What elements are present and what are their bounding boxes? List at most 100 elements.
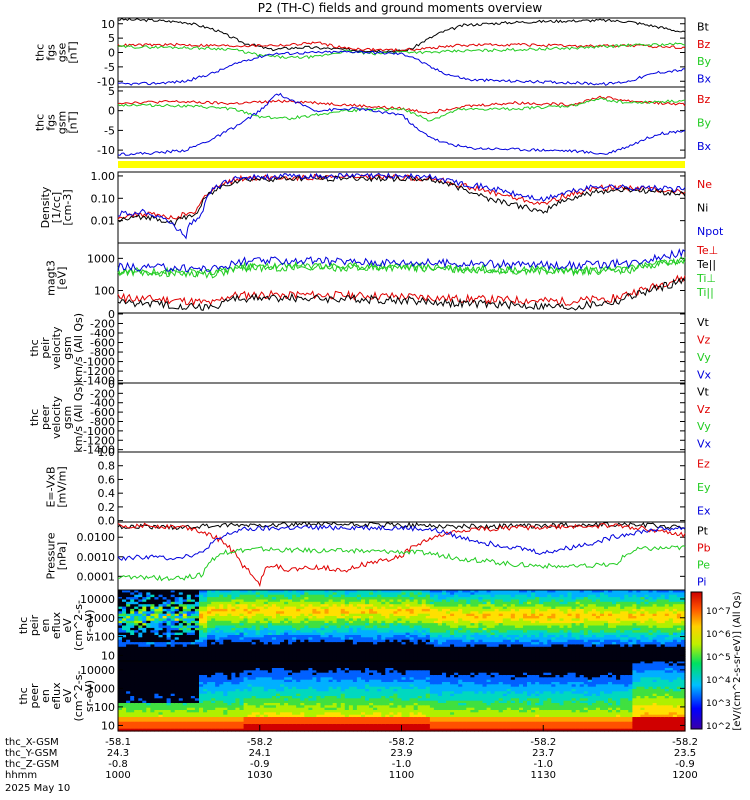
spectrogram-cell — [243, 592, 249, 596]
spectrogram-cell — [130, 721, 135, 725]
spectrogram-cell — [223, 601, 228, 605]
spectrogram-cell — [308, 594, 313, 598]
spectrogram-cell — [215, 649, 220, 653]
spectrogram-cell — [146, 661, 151, 664]
spectrogram-cell — [365, 606, 370, 610]
spectrogram-cell — [227, 620, 232, 624]
spectrogram-cell — [413, 608, 419, 612]
spectrogram-cell — [247, 616, 253, 619]
spectrogram-cell — [288, 637, 293, 641]
spectrogram-cell — [223, 606, 228, 610]
spectrogram-cell — [154, 618, 159, 622]
spectrogram-cell — [591, 616, 597, 619]
spectrogram-cell — [547, 656, 552, 660]
spectrogram-cell — [170, 724, 176, 727]
spectrogram-cell — [624, 592, 629, 596]
spectrogram-cell — [555, 608, 560, 612]
spectrogram-cell — [604, 627, 609, 631]
spectrogram-cell — [543, 637, 548, 641]
spectrogram-cell — [478, 601, 483, 605]
spectrogram-cell — [555, 594, 560, 598]
spectrogram-cell — [130, 682, 135, 685]
spectrogram-cell — [446, 606, 451, 610]
spectrogram-cell — [668, 616, 674, 619]
spectrogram-cell — [413, 599, 419, 603]
y-tick-label: 10 — [101, 649, 115, 662]
spectrogram-cell — [134, 705, 139, 709]
spectrogram-cell — [251, 649, 257, 653]
spectrogram-cell — [166, 670, 172, 674]
spectrogram-cell — [186, 653, 192, 657]
spectrogram-cell — [636, 644, 641, 648]
spectrogram-cell — [122, 721, 127, 725]
spectrogram-cell — [547, 651, 552, 655]
spectrogram-cell — [271, 644, 277, 648]
spectrogram-cell — [255, 590, 261, 593]
spectrogram-cell — [251, 642, 257, 646]
spectrogram-cell — [369, 623, 374, 627]
spectrogram-cell — [616, 611, 621, 615]
spectrogram-cell — [608, 592, 613, 596]
spectrogram-cell — [381, 616, 386, 619]
spectrogram-cell — [271, 592, 277, 596]
spectrogram-cell — [373, 597, 378, 601]
spectrogram-cell — [628, 620, 633, 624]
spectrogram-cell — [676, 623, 682, 627]
spectrogram-cell — [571, 594, 577, 598]
spectrogram-cell — [555, 627, 560, 631]
spectrogram-cell — [672, 618, 678, 622]
spectrogram-cell — [668, 656, 674, 660]
spectrogram-cell — [304, 613, 309, 617]
spectrogram-cell — [158, 724, 164, 727]
spectrogram-cell — [433, 594, 439, 598]
spectrogram-cell — [365, 594, 370, 598]
spectrogram-cell — [186, 604, 192, 608]
spectrogram-cell — [559, 601, 565, 605]
spectrogram-cell — [506, 592, 512, 596]
spectrogram-cell — [510, 651, 516, 655]
spectrogram-cell — [490, 597, 496, 601]
spectrogram-cell — [506, 656, 512, 660]
spectrogram-cell — [490, 594, 496, 598]
spectrogram-cell — [259, 627, 265, 631]
spectrogram-cell — [587, 651, 593, 655]
spectrogram-cell — [182, 608, 188, 612]
spectrogram-cell — [288, 658, 293, 662]
spectrogram-cell — [150, 684, 155, 688]
spectrogram-cell — [316, 653, 321, 657]
spectrogram-cell — [316, 597, 321, 601]
spectrogram-cell — [523, 658, 528, 662]
spectrogram-cell — [158, 679, 164, 683]
spectrogram-cell — [356, 637, 362, 641]
spectrogram-cell — [170, 639, 176, 643]
spectrogram-cell — [122, 684, 127, 688]
y-axis-label: thc — [17, 617, 30, 634]
spectrogram-cell — [344, 594, 350, 598]
spectrogram-cell — [494, 639, 500, 643]
spectrogram-cell — [624, 646, 629, 650]
spectrogram-cell — [587, 604, 593, 608]
spectrogram-cell — [429, 649, 435, 653]
spectrogram-cell — [126, 620, 131, 624]
spectrogram-cell — [454, 644, 459, 648]
spectrogram-cell — [352, 642, 358, 646]
spectrogram-cell — [458, 639, 463, 643]
spectrogram-cell — [211, 658, 216, 662]
spectrogram-cell — [174, 696, 180, 699]
spectrogram-cell — [207, 604, 212, 608]
spectrogram-cell — [417, 656, 423, 660]
spectrogram-cell — [433, 608, 439, 612]
spectrogram-cell — [158, 620, 164, 624]
spectrogram-cell — [470, 651, 475, 655]
spectrogram-cell — [474, 635, 479, 638]
spectrogram-cell — [182, 696, 188, 699]
series-line-Ti|| — [117, 257, 686, 279]
spectrogram-cell — [288, 625, 293, 629]
spectrogram-cell — [158, 604, 164, 608]
spectrogram-cell — [664, 613, 670, 617]
spectrogram-cell — [482, 653, 488, 657]
spectrogram-cell — [490, 590, 496, 593]
spectrogram-cell — [405, 656, 411, 660]
spectrogram-cell — [207, 639, 212, 643]
spectrogram-cell — [413, 590, 419, 593]
